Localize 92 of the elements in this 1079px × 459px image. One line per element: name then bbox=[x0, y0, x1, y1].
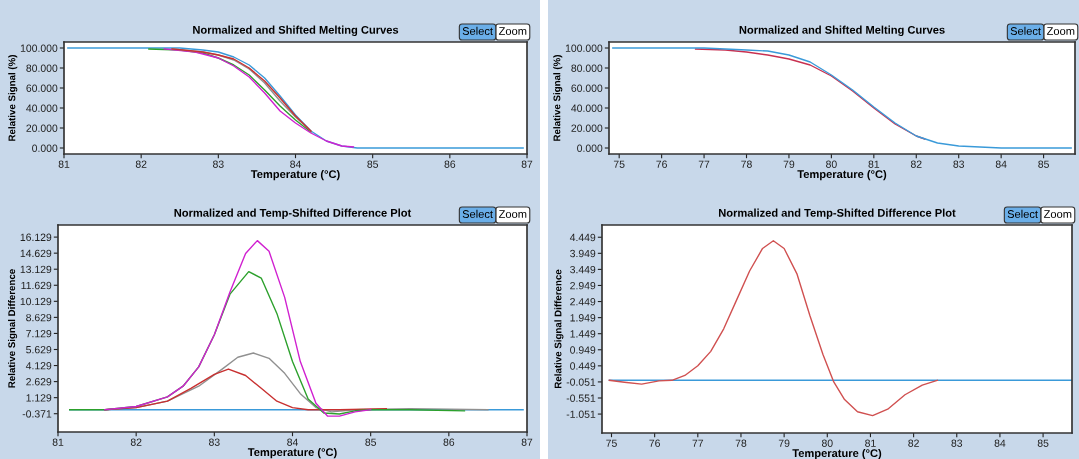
text: Select bbox=[1007, 209, 1038, 218]
y-tick-label: 3.949 bbox=[570, 249, 596, 258]
x-tick-label: 80 bbox=[821, 439, 833, 447]
x-tick-label: 78 bbox=[735, 439, 747, 447]
y-tick-label: 1.949 bbox=[570, 314, 596, 322]
y-axis-title: Relative Signal Difference bbox=[554, 269, 564, 389]
x-tick-label: 77 bbox=[698, 160, 710, 168]
x-tick-label: 85 bbox=[1038, 160, 1049, 168]
y-tick-label: 80.000 bbox=[26, 64, 58, 72]
y-axis-title: Relative Signal (%) bbox=[8, 54, 18, 141]
text: Select bbox=[1010, 26, 1041, 35]
x-axis-title: Temperature (°C) bbox=[247, 447, 337, 459]
y-tick-label: 10.129 bbox=[20, 297, 52, 306]
x-tick-label: 82 bbox=[130, 438, 142, 446]
y-tick-label: 2.949 bbox=[570, 281, 596, 290]
x-tick-label: 81 bbox=[865, 439, 876, 447]
text: Select bbox=[462, 209, 493, 218]
y-tick-label: 13.129 bbox=[20, 265, 52, 274]
x-tick-label: 81 bbox=[868, 160, 880, 168]
y-tick-label: 80.000 bbox=[571, 64, 603, 72]
y-tick-label: 1.449 bbox=[570, 330, 596, 338]
y-tick-label: -0.551 bbox=[566, 394, 596, 402]
x-tick-label: 85 bbox=[1037, 439, 1049, 447]
x-tick-label: 84 bbox=[287, 438, 298, 446]
x-tick-label: 85 bbox=[367, 160, 379, 168]
y-tick-label: 20.000 bbox=[26, 124, 58, 132]
y-tick-label: 2.449 bbox=[570, 298, 596, 306]
y-tick-label: 1.129 bbox=[26, 394, 52, 402]
x-tick-label: 83 bbox=[951, 439, 963, 447]
chart-title: Normalized and Temp-Shifted Difference Plot bbox=[719, 208, 956, 219]
y-tick-label: 2.629 bbox=[26, 378, 52, 386]
text: Select bbox=[462, 26, 493, 35]
y-tick-label: 20.000 bbox=[571, 124, 603, 132]
text: Zoom bbox=[1043, 210, 1072, 218]
chart-title: Normalized and Temp-Shifted Difference Plot bbox=[174, 208, 412, 219]
x-tick-label: 83 bbox=[953, 160, 965, 168]
x-tick-label: 86 bbox=[444, 160, 456, 168]
x-axis-title: Temperature (°C) bbox=[797, 169, 887, 181]
y-tick-label: 7.129 bbox=[26, 329, 52, 338]
chart-title: Normalized and Shifted Melting Curves bbox=[739, 25, 945, 37]
x-tick-label: 75 bbox=[606, 439, 617, 447]
y-tick-label: 0.449 bbox=[570, 362, 596, 370]
y-tick-label: 5.629 bbox=[26, 345, 52, 354]
x-tick-label: 84 bbox=[290, 160, 301, 168]
x-tick-label: 82 bbox=[135, 160, 147, 168]
y-tick-label: 16.129 bbox=[20, 233, 52, 241]
y-tick-label: 4.449 bbox=[569, 233, 596, 242]
y-tick-label: 40.000 bbox=[571, 104, 603, 112]
y-tick-label: 100.000 bbox=[20, 44, 58, 52]
text: Zoom bbox=[498, 27, 527, 35]
x-axis-title: Temperature (°C) bbox=[250, 169, 340, 181]
x-tick-label: 78 bbox=[741, 160, 752, 168]
x-tick-label: 76 bbox=[649, 439, 660, 447]
y-tick-label: 60.000 bbox=[571, 84, 603, 92]
x-tick-label: 80 bbox=[826, 160, 837, 168]
y-tick-label: -0.051 bbox=[566, 378, 596, 386]
chart-title: Normalized and Shifted Melting Curves bbox=[193, 25, 399, 37]
y-tick-label: 100.000 bbox=[565, 44, 603, 52]
y-axis-title: Relative Signal Difference bbox=[8, 269, 18, 388]
y-tick-label: 11.629 bbox=[21, 281, 52, 290]
x-tick-label: 86 bbox=[443, 438, 455, 446]
text: Zoom bbox=[498, 210, 527, 218]
x-tick-label: 85 bbox=[365, 438, 377, 446]
x-tick-label: 83 bbox=[212, 160, 224, 168]
x-tick-label: 82 bbox=[910, 160, 922, 168]
x-tick-label: 76 bbox=[656, 160, 667, 168]
x-tick-label: 87 bbox=[521, 160, 533, 168]
x-tick-label: 83 bbox=[208, 438, 220, 446]
y-tick-label: 0.000 bbox=[32, 144, 58, 152]
x-tick-label: 75 bbox=[613, 160, 625, 168]
x-tick-label: 81 bbox=[52, 438, 64, 446]
x-tick-label: 82 bbox=[908, 439, 919, 447]
y-tick-label: 40.000 bbox=[26, 104, 58, 112]
x-tick-label: 79 bbox=[778, 439, 790, 447]
x-tick-label: 79 bbox=[783, 160, 795, 168]
y-tick-label: -0.371 bbox=[22, 410, 52, 418]
y-tick-label: 4.129 bbox=[25, 362, 52, 370]
x-tick-label: 77 bbox=[692, 439, 704, 447]
x-tick-label: 81 bbox=[58, 160, 70, 168]
x-tick-label: 84 bbox=[994, 439, 1006, 447]
x-tick-label: 84 bbox=[995, 160, 1007, 168]
y-axis-title: Relative Signal (%) bbox=[553, 54, 563, 141]
text: Zoom bbox=[1046, 27, 1075, 35]
y-tick-label: 3.449 bbox=[570, 265, 596, 274]
x-axis-title: Temperature (°C) bbox=[792, 448, 882, 459]
y-tick-label: 60.000 bbox=[26, 84, 58, 92]
y-tick-label: 0.949 bbox=[570, 346, 596, 354]
y-tick-label: 14.629 bbox=[20, 249, 52, 258]
x-tick-label: 87 bbox=[521, 438, 533, 446]
y-tick-label: -1.051 bbox=[566, 410, 596, 418]
y-tick-label: 8.629 bbox=[26, 313, 52, 322]
y-tick-label: 0.000 bbox=[577, 144, 603, 152]
